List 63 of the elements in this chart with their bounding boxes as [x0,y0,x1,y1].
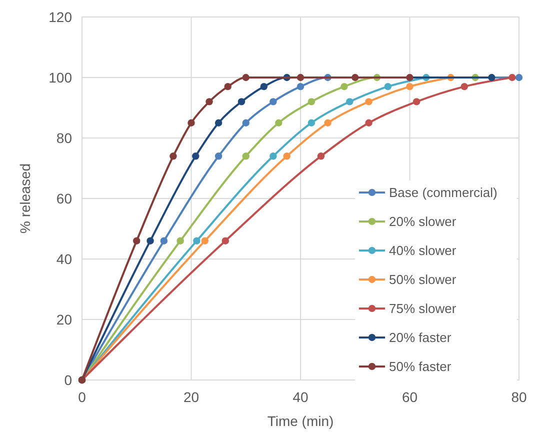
point [406,74,414,82]
point [460,82,468,90]
point [206,98,213,106]
point [224,82,232,90]
point [412,98,420,106]
point [188,119,195,126]
x-tick-label: 0 [78,389,86,405]
point [242,74,250,82]
point [317,152,325,160]
legend-label: 40% slower [389,243,457,258]
point [160,237,168,244]
y-tick-label: 20 [56,311,72,328]
point [275,119,282,126]
point [308,98,316,106]
point [242,119,250,126]
y-tick-label: 120 [48,8,72,25]
point [192,152,200,160]
point [308,119,316,126]
point [340,82,348,90]
legend-label: 50% faster [389,359,452,374]
point [296,74,304,82]
point [214,152,222,160]
legend-label: 50% slower [389,272,457,287]
point [488,74,496,82]
point [406,82,414,90]
legend-label: 75% slower [389,301,457,316]
point [146,237,154,244]
point [238,98,246,106]
point [170,152,177,160]
point [176,237,184,244]
y-tick-label: 80 [56,130,72,146]
x-axis-title: Time (min) [267,413,334,429]
y-tick-label: 60 [56,190,72,206]
y-tick-label: 100 [48,69,72,86]
point [193,237,200,244]
point [365,119,372,126]
y-tick-label: 40 [56,250,72,267]
point [201,237,209,244]
point [352,74,359,82]
point [242,152,250,160]
point [296,82,304,90]
point [133,237,140,244]
point [270,98,277,106]
point [346,98,354,106]
x-tick-label: 20 [183,389,200,405]
point [283,152,290,160]
point [270,152,277,160]
point [508,74,516,82]
point [260,82,268,90]
y-tick-label: 0 [64,372,72,388]
point [384,82,392,90]
legend-label: 20% slower [389,214,457,229]
point [515,74,523,82]
point [365,98,372,106]
x-tick-label: 80 [511,389,527,405]
x-tick-label: 40 [292,389,308,405]
point [324,119,332,126]
point [222,237,229,244]
legend-label: 20% faster [389,330,452,345]
x-tick-label: 60 [402,389,418,405]
point [214,119,222,126]
y-axis-title: % released [17,163,33,234]
legend-label: Base (commercial) [389,185,498,200]
